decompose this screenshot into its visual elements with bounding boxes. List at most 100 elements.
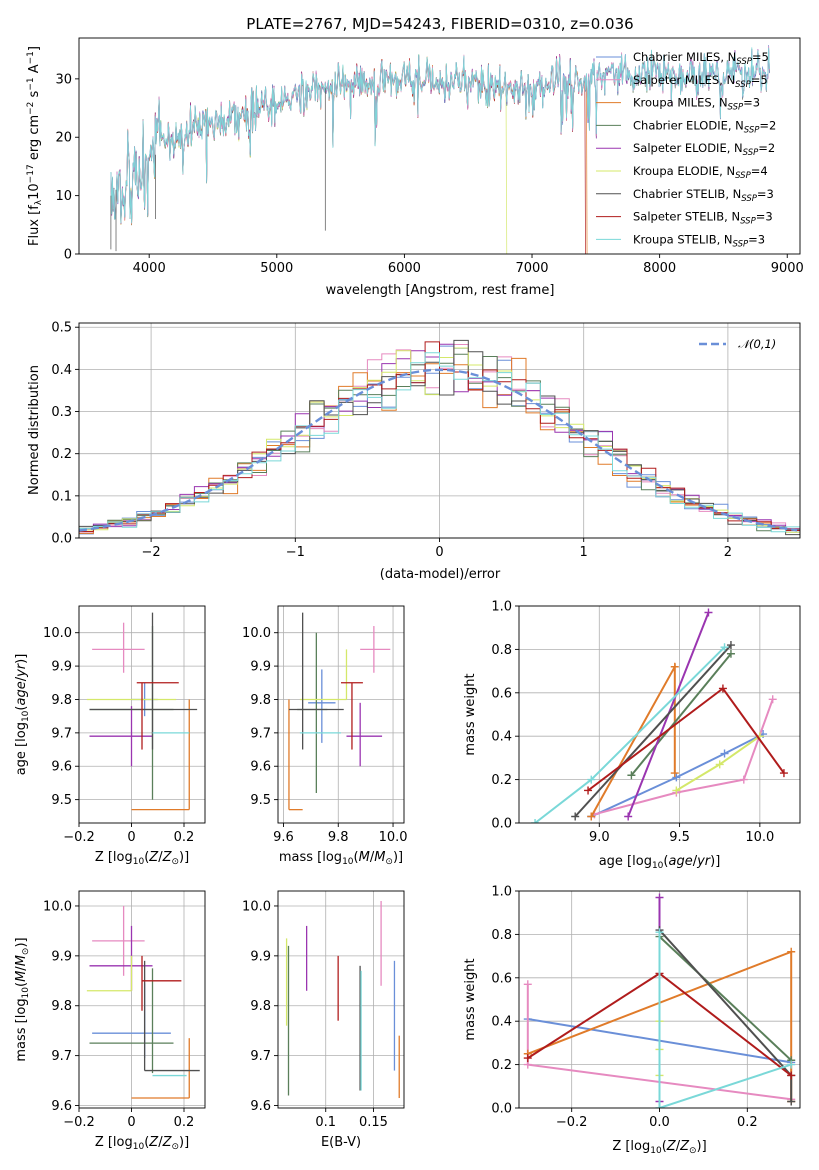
legend-label: Chabrier STELIB, NSSP=3 [633, 187, 774, 204]
y-tick-label: 0.4 [491, 730, 512, 745]
legend-label: Kroupa STELIB, NSSP=3 [633, 232, 765, 249]
y-tick-label: 0.0 [51, 532, 72, 547]
legend-label: Salpeter ELODIE, NSSP=2 [633, 141, 775, 158]
axes-frame [78, 37, 801, 255]
series-marker [571, 812, 580, 821]
x-tick-label: 4000 [133, 261, 166, 276]
y-tick-label: 0.0 [491, 1102, 512, 1117]
series-marker [523, 980, 532, 989]
x-tick-label: 0.15 [359, 1115, 388, 1130]
y-tick-label: 0 [64, 248, 72, 263]
x-tick-label: 0.2 [174, 1115, 195, 1130]
series-marker [584, 786, 593, 795]
x-tick-label: −1 [286, 545, 305, 560]
x-tick-label: 9.8 [328, 830, 349, 845]
y-tick-label: 0.3 [51, 405, 72, 420]
series-marker [787, 947, 796, 956]
figure-title: PLATE=2767, MJD=54243, FIBERID=0310, z=0… [246, 15, 633, 33]
x-tick-label: 1 [580, 545, 588, 560]
x-tick-label: 0 [127, 830, 135, 845]
y-tick-label: 9.7 [51, 1049, 72, 1064]
series-marker [587, 812, 596, 821]
x-axis-label: wavelength [Angstrom, rest frame] [326, 283, 555, 298]
x-tick-label: 0 [435, 545, 443, 560]
x-tick-label: 10.0 [379, 830, 408, 845]
legend-label: Salpeter MILES, NSSP=5 [633, 73, 768, 90]
x-axis-label: Z [log10(Z/Z⊙)] [95, 850, 189, 867]
x-tick-label: 7000 [515, 261, 548, 276]
series-line [594, 698, 774, 816]
y-axis-label: Flux [fλ10−17 erg cm−2 s−1 A−1] [26, 46, 44, 246]
series-marker [726, 641, 735, 650]
series-line [590, 662, 676, 817]
y-tick-label: 9.9 [250, 660, 271, 675]
axes-frame [518, 890, 801, 1109]
y-tick-label: 0.8 [491, 643, 512, 658]
x-tick-label: −0.2 [63, 830, 95, 845]
y-tick-label: 9.7 [250, 726, 271, 741]
series-marker [655, 928, 664, 937]
y-tick-label: 9.8 [51, 999, 72, 1014]
spectrum-lines [110, 44, 770, 254]
y-tick-label: 9.6 [250, 760, 271, 775]
series-marker [720, 749, 729, 758]
x-tick-label: 0.0 [649, 1115, 670, 1130]
series-line [658, 935, 792, 1062]
y-tick-label: 0.4 [491, 1015, 512, 1030]
legend-label: Salpeter STELIB, NSSP=3 [633, 210, 773, 227]
x-tick-label: 9.0 [589, 830, 610, 845]
y-axis-label: mass weight [463, 958, 478, 1040]
line-series-group [523, 893, 796, 1108]
series-marker [672, 786, 681, 795]
series-marker [627, 771, 636, 780]
series-marker [587, 775, 596, 784]
y-tick-label: 9.8 [250, 999, 271, 1014]
y-tick-label: 0.5 [51, 321, 72, 336]
y-tick-label: 9.9 [51, 660, 72, 675]
y-tick-label: 9.5 [51, 793, 72, 808]
series-marker [779, 769, 788, 778]
series-marker [531, 819, 540, 823]
histogram-group [79, 339, 800, 537]
axes-frame [518, 605, 801, 824]
y-tick-label: 10 [55, 189, 72, 204]
legend-label: 𝒩(0,1) [738, 337, 776, 351]
y-tick-label: 1.0 [491, 885, 512, 900]
x-tick-label: 9000 [771, 261, 804, 276]
x-tick-label: −0.2 [556, 1115, 588, 1130]
legend-label: Kroupa ELODIE, NSSP=4 [633, 164, 768, 181]
legend-label: Chabrier ELODIE, NSSP=2 [633, 118, 776, 135]
x-tick-label: 6000 [388, 261, 421, 276]
x-tick-label: 5000 [260, 261, 293, 276]
series-marker [655, 1104, 664, 1108]
x-axis-label: (data-model)/error [380, 567, 501, 582]
y-tick-label: 0.6 [491, 971, 512, 986]
errorbar-group [288, 612, 391, 811]
y-tick-label: 0.1 [51, 489, 72, 504]
x-axis-label: Z [log10(Z/Z⊙)] [95, 1135, 189, 1152]
x-tick-label: 9.6 [273, 830, 294, 845]
axes-frame [78, 605, 206, 824]
x-axis-label: age [log10(age/yr)] [599, 854, 721, 871]
errorbar-group [86, 612, 198, 811]
y-tick-label: 0.2 [491, 1058, 512, 1073]
y-tick-label: 9.6 [51, 1099, 72, 1114]
series-marker [624, 812, 633, 821]
y-tick-label: 9.9 [250, 949, 271, 964]
x-tick-label: −2 [142, 545, 161, 560]
y-tick-label: 9.6 [250, 1099, 271, 1114]
series-line [574, 644, 732, 818]
series-line [675, 735, 761, 792]
y-tick-label: 10.0 [242, 899, 271, 914]
y-tick-label: 0.6 [491, 686, 512, 701]
y-tick-label: 9.8 [51, 693, 72, 708]
x-tick-label: −0.2 [63, 1115, 95, 1130]
x-axis-label: Z [log10(Z/Z⊙)] [612, 1139, 706, 1156]
y-axis-label: age [log10(age/yr)] [14, 654, 31, 776]
series-line [630, 653, 732, 776]
x-tick-label: 9.5 [669, 830, 690, 845]
y-tick-label: 9.7 [51, 726, 72, 741]
series-marker [739, 775, 748, 784]
y-tick-label: 0.8 [491, 928, 512, 943]
